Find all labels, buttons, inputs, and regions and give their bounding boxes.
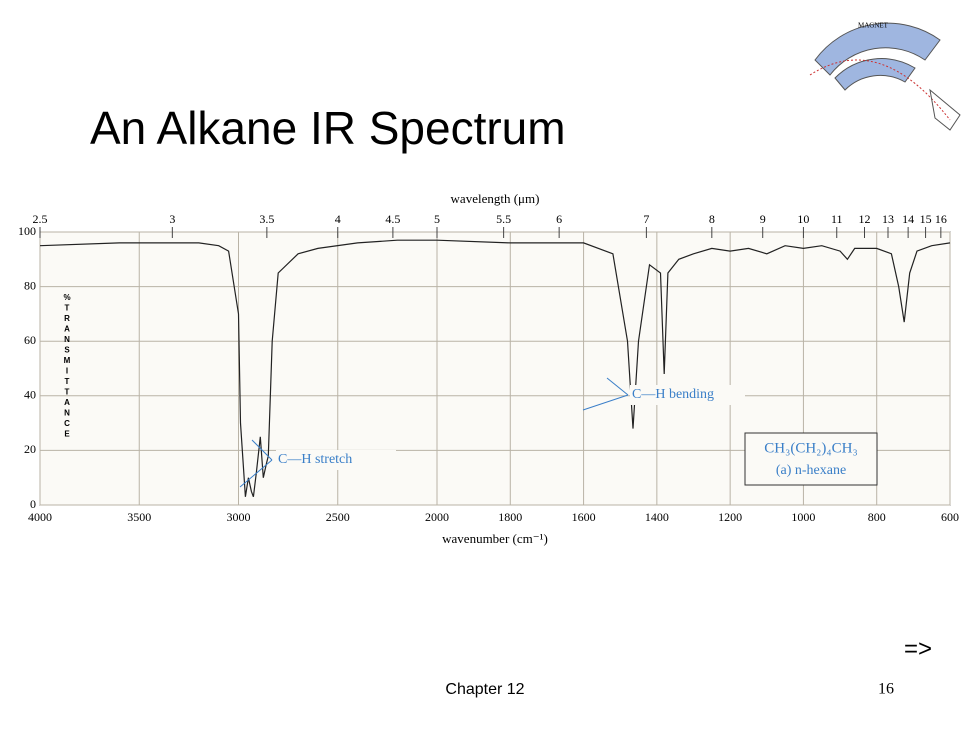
x2-tick-label: 8 bbox=[709, 212, 715, 226]
y-tick-label: 20 bbox=[24, 442, 36, 456]
x2-tick-label: 4 bbox=[335, 212, 341, 226]
x2-tick-label: 3 bbox=[169, 212, 175, 226]
logo-arc bbox=[814, 22, 941, 76]
page-number: 16 bbox=[878, 681, 894, 698]
label-bg bbox=[276, 450, 396, 470]
x-tick-label: 800 bbox=[868, 510, 886, 524]
slide-title: An Alkane IR Spectrum bbox=[90, 102, 566, 154]
x2-tick-label: 13 bbox=[882, 212, 894, 226]
x2-tick-label: 5.5 bbox=[496, 212, 511, 226]
x-tick-label: 2500 bbox=[326, 510, 350, 524]
x2-tick-label: 16 bbox=[935, 212, 947, 226]
y-tick-label: 80 bbox=[24, 278, 36, 292]
y-tick-label: 60 bbox=[24, 333, 36, 347]
x2-tick-label: 7 bbox=[643, 212, 649, 226]
x2-tick-label: 11 bbox=[831, 212, 843, 226]
y-tick-label: 40 bbox=[24, 388, 36, 402]
logo-detector bbox=[929, 88, 961, 131]
footer: Chapter 12 bbox=[445, 681, 524, 698]
logo-text: MAGNET bbox=[858, 22, 889, 30]
compound-name: (a) n-hexane bbox=[776, 463, 846, 478]
spectrum-line bbox=[39, 239, 951, 498]
logo-beam bbox=[809, 59, 951, 121]
label-bg bbox=[630, 385, 745, 405]
annotation: C—H stretch bbox=[278, 452, 352, 467]
x2-tick-label: 2.5 bbox=[33, 212, 48, 226]
x-tick-label: 1200 bbox=[718, 510, 742, 524]
x2-tick-label: 6 bbox=[556, 212, 562, 226]
logo: MAGNET bbox=[809, 22, 961, 131]
x-tick-label: 1000 bbox=[791, 510, 815, 524]
x2-tick-label: 3.5 bbox=[259, 212, 274, 226]
pointer-line bbox=[239, 459, 273, 488]
x2-axis-label: wavelength (μm) bbox=[451, 191, 540, 206]
x-tick-label: 3500 bbox=[127, 510, 151, 524]
pointer-line bbox=[606, 377, 629, 396]
next-arrow: => bbox=[904, 635, 932, 662]
x2-tick-label: 14 bbox=[902, 212, 914, 226]
x-tick-label: 1400 bbox=[645, 510, 669, 524]
x-tick-label: 4000 bbox=[28, 510, 52, 524]
x-tick-label: 2000 bbox=[425, 510, 449, 524]
x2-tick-label: 12 bbox=[859, 212, 871, 226]
x2-tick-label: 10 bbox=[797, 212, 809, 226]
x2-tick-label: 15 bbox=[920, 212, 932, 226]
x2-tick-label: 9 bbox=[760, 212, 766, 226]
pointer-line bbox=[582, 394, 629, 411]
y-tick-label: 100 bbox=[18, 224, 36, 238]
compound-box bbox=[744, 432, 878, 486]
logo-arc bbox=[834, 58, 916, 91]
x-tick-label: 600 bbox=[941, 510, 959, 524]
x-tick-label: 1600 bbox=[572, 510, 596, 524]
annotation: C—H bending bbox=[632, 387, 714, 402]
pointer-line bbox=[251, 439, 273, 461]
chart: 0 20 40 60 80 100 4000 3500 3000 2500 2000 1800 1600… bbox=[18, 191, 959, 546]
x2-tick-label: 4.5 bbox=[385, 212, 400, 226]
x2-tick-label: 5 bbox=[434, 212, 440, 226]
x-tick-label: 3000 bbox=[227, 510, 251, 524]
x-tick-label: 1800 bbox=[498, 510, 522, 524]
y-axis-label: % T R A N S M I T T A N C E bbox=[63, 293, 70, 439]
x-axis-label: wavenumber (cm⁻¹) bbox=[442, 531, 548, 546]
y-tick-label: 0 bbox=[30, 497, 36, 511]
compound-formula: CH₃(CH₂)₄CH₃ bbox=[764, 440, 857, 456]
